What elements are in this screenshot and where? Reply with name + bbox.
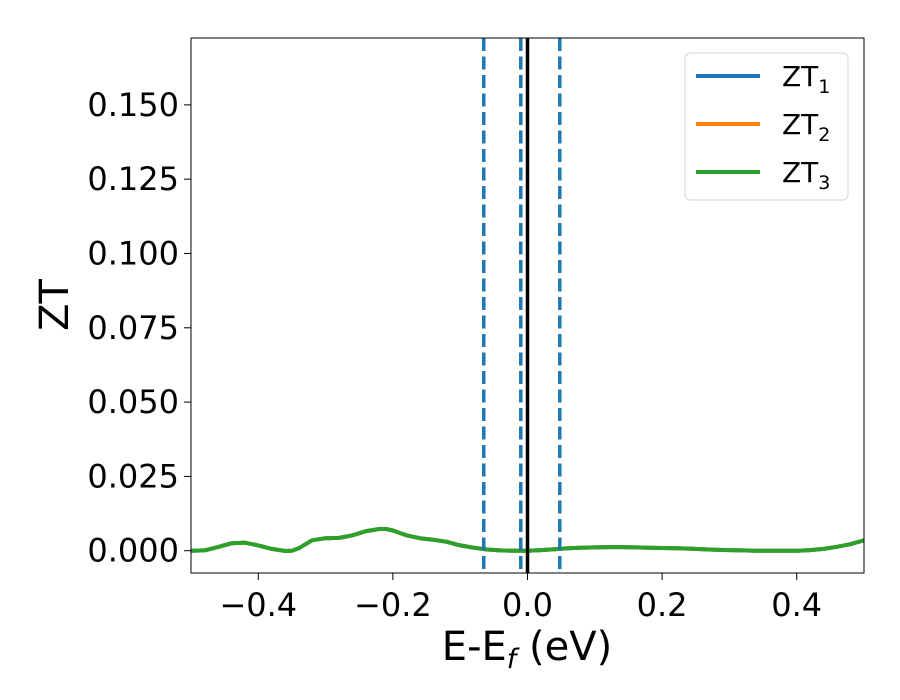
vline-layer — [482, 38, 562, 573]
x-axis-label: E-Ef (eV) — [442, 624, 612, 675]
x-tick-label: −0.2 — [354, 586, 432, 624]
x-axis-label-unit: (eV) — [516, 624, 612, 670]
y-tick-label: 0.075 — [87, 309, 179, 347]
x-tick-label: 0.4 — [771, 586, 822, 624]
legend-label-3: ZT3 — [782, 156, 830, 194]
legend-label-1: ZT1 — [782, 60, 830, 98]
y-tick-label: 0.000 — [87, 532, 179, 570]
y-tick-label: 0.050 — [87, 383, 179, 421]
x-tick-label: 0.2 — [637, 586, 688, 624]
legend: ZT1 ZT2 ZT3 — [684, 52, 849, 201]
y-tick-label: 0.025 — [87, 457, 179, 495]
y-tick-label: 0.150 — [87, 86, 179, 124]
y-tick-label: 0.125 — [87, 160, 179, 198]
y-axis: 0.000 0.025 0.050 0.075 0.100 0.125 0.150 — [87, 86, 191, 570]
series-line-3 — [191, 527, 864, 553]
x-tick-label: −0.4 — [219, 586, 297, 624]
x-axis-label-main: E-E — [442, 624, 507, 670]
legend-label-2: ZT2 — [782, 108, 830, 146]
x-axis: −0.4 −0.2 0.0 0.2 0.4 — [219, 573, 822, 624]
y-tick-label: 0.100 — [87, 234, 179, 272]
y-axis-label: ZT — [32, 279, 78, 331]
legend-box — [684, 52, 849, 201]
series-layer — [191, 527, 864, 553]
x-tick-label: 0.0 — [502, 586, 553, 624]
